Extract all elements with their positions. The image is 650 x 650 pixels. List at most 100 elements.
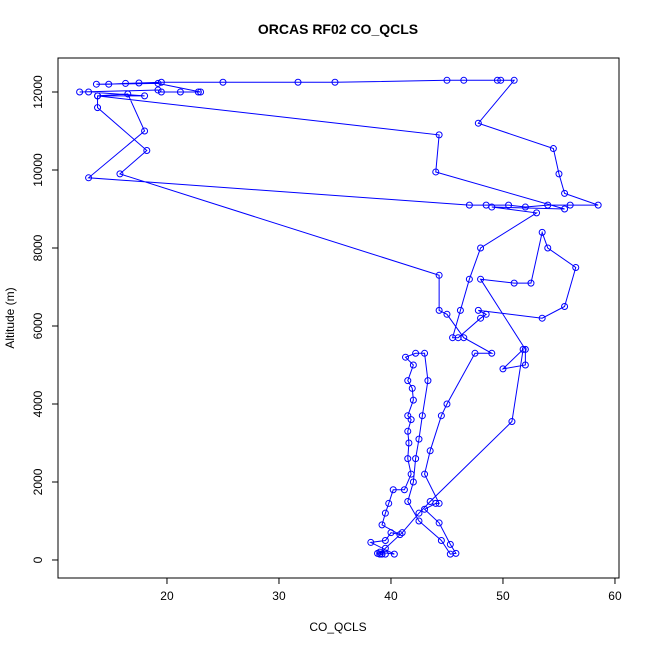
data-point [421,505,429,513]
x-tick-label: 50 [496,589,510,603]
data-point [385,499,393,507]
data-point [488,349,496,357]
data-point [381,544,389,552]
data-point [404,497,412,505]
data-point [437,536,445,544]
data-point [421,349,429,357]
x-tick-label: 30 [272,589,286,603]
data-point [376,550,384,558]
data-point [443,310,451,318]
y-tick-label: 10000 [31,153,45,187]
data-point [398,529,406,537]
x-tick-label: 20 [160,589,174,603]
data-point [94,104,102,112]
chart-title: ORCAS RF02 CO_QCLS [258,21,418,37]
data-point [510,76,518,84]
data-point [477,275,485,283]
data-point [381,536,389,544]
data-point [404,377,412,385]
data-point [122,79,130,87]
data-point [456,306,464,314]
data-point [443,76,451,84]
data-point [157,78,165,86]
data-point [426,447,434,455]
y-axis-label: Altitude (m) [3,287,17,348]
data-point [561,205,569,213]
data-point [544,201,552,209]
data-point [141,127,149,135]
data-point [94,92,102,100]
data-point [405,439,413,447]
data-point [390,550,398,558]
data-point [435,306,443,314]
data-point [135,79,143,87]
data-point [396,531,404,539]
data-point [544,244,552,252]
data-point [426,497,434,505]
data-point [378,550,386,558]
data-point [465,201,473,209]
data-point [381,509,389,517]
x-tick-label: 40 [384,589,398,603]
data-point [533,209,541,217]
data-point [572,263,580,271]
data-point [435,271,443,279]
data-point [116,170,124,178]
data-point [409,478,417,486]
data-point [76,88,84,96]
data-point [527,279,535,287]
data-point [219,78,227,86]
data-point [510,279,518,287]
data-point [460,76,468,84]
data-point [488,203,496,211]
data-point [367,538,375,546]
data-point [446,540,454,548]
data-point [454,334,462,342]
data-point [424,377,432,385]
data-point [404,412,412,420]
y-tick-label: 12000 [31,75,45,109]
data-point [418,412,426,420]
data-point [521,361,529,369]
data-point [521,345,529,353]
data-point [435,499,443,507]
data-point [471,349,479,357]
data-point [141,92,149,100]
data-point [154,86,162,94]
data-point [421,470,429,478]
data-point [477,314,485,322]
data-point [561,189,569,197]
y-tick-label: 6000 [31,312,45,339]
data-point [561,302,569,310]
data-point [415,435,423,443]
data-point [105,80,113,88]
data-point [493,76,501,84]
data-point [412,349,420,357]
y-tick-label: 2000 [31,468,45,495]
data-point [555,170,563,178]
data-point [499,365,507,373]
data-point [437,412,445,420]
data-point [452,549,460,557]
data-point [154,79,162,87]
data-point [465,275,473,283]
data-point [387,529,395,537]
data-point [497,76,505,84]
data-point [538,228,546,236]
data-point [407,470,415,478]
data-point [435,131,443,139]
data-point [331,78,339,86]
data-line [79,79,599,555]
data-point [400,486,408,494]
data-point [408,384,416,392]
data-point [432,168,440,176]
data-point [176,88,184,96]
data-point [85,174,93,182]
data-point [143,147,151,155]
data-point [389,486,397,494]
data-point [412,455,420,463]
x-axis-label: CO_QCLS [309,620,366,634]
data-point [92,80,100,88]
data-point [474,306,482,314]
